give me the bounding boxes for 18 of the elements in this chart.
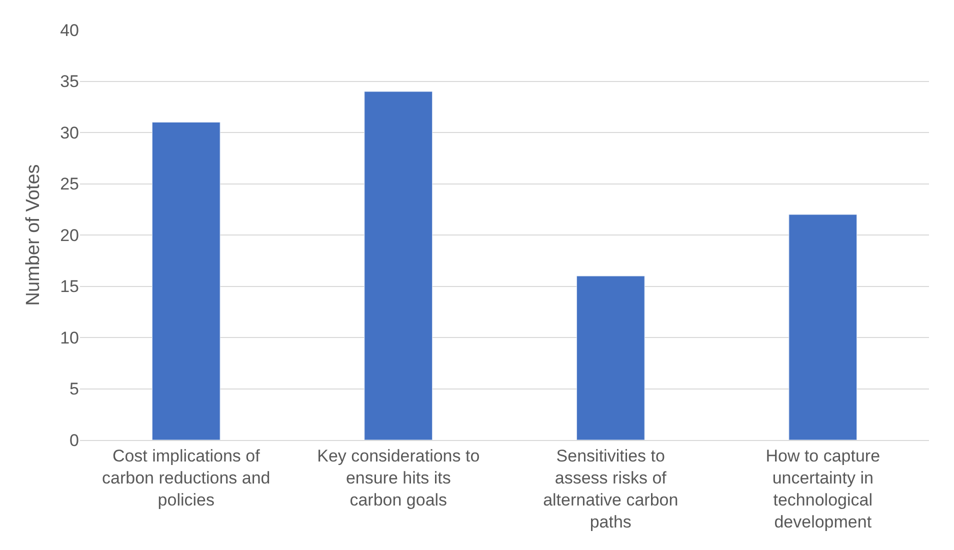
bar [152,122,220,440]
y-axis-title: Number of Votes [22,164,44,306]
y-tick-label: 10 [60,328,79,348]
bar [576,276,645,440]
bar [364,91,433,440]
x-tick-label: Sensitivities to assess risks of alternative carbon paths [543,446,678,532]
y-tick-label: 20 [60,226,79,245]
y-tick-label: 35 [60,72,79,92]
y-tick-label: 25 [60,174,79,194]
x-tick-label: Cost implications of carbon reductions and policies [102,446,270,510]
x-tick-label: How to capture uncertainty in technological development [766,446,880,532]
x-tick-label: Key considerations to ensure hits its carbon goals [317,446,480,510]
y-tick-label: 40 [60,20,79,40]
y-tick-label: 30 [60,123,79,142]
y-tick-label: 5 [70,380,79,399]
y-tick-label: 0 [70,430,79,450]
y-tick-label: 15 [60,277,79,296]
bar [788,214,858,440]
